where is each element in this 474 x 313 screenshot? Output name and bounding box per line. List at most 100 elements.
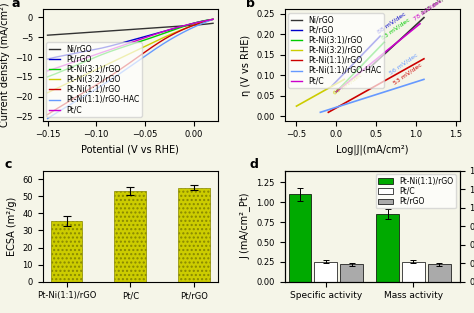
Bar <box>428 264 450 282</box>
Pt/rGO <box>329 84 335 87</box>
Pt/C <box>75 59 81 62</box>
Pt-Ni(1:1)/rGO-HAC <box>318 110 323 114</box>
Ni/rGO <box>45 33 50 37</box>
Pt-Ni(3:1)/rGO <box>196 20 202 24</box>
Pt-Ni(1:1)/rGO-HAC <box>196 23 202 27</box>
Pt/C <box>202 19 208 23</box>
Pt-Ni(1:1)/rGO <box>210 18 216 21</box>
Pt/C <box>196 20 202 24</box>
Pt-Ni(1:1)/rGO <box>202 20 208 23</box>
Line: Pt/C: Pt/C <box>47 19 213 71</box>
Pt/C <box>45 69 50 73</box>
Pt-Ni(3:2)/rGO <box>202 20 208 23</box>
Pt/rGO <box>377 34 383 38</box>
Pt/C <box>210 18 216 21</box>
Bar <box>114 191 146 282</box>
Pt/rGO <box>196 20 202 24</box>
Line: Pt-Ni(1:1)/rGO-HAC: Pt-Ni(1:1)/rGO-HAC <box>47 19 213 119</box>
Line: Pt/rGO: Pt/rGO <box>332 36 380 85</box>
Ni/rGO <box>75 31 81 35</box>
Pt-Ni(3:2)/rGO <box>89 70 94 74</box>
Text: 125 mV/dec: 125 mV/dec <box>420 0 454 16</box>
Pt-Ni(3:2)/rGO <box>196 22 202 25</box>
Pt/rGO <box>51 56 57 59</box>
X-axis label: Log|J|(mA/cm²): Log|J|(mA/cm²) <box>336 145 409 155</box>
Text: 88 mV/dec: 88 mV/dec <box>376 11 407 34</box>
Line: Pt-Ni(1:1)/rGO-HAC: Pt-Ni(1:1)/rGO-HAC <box>320 80 424 112</box>
Ni/rGO <box>55 33 60 36</box>
Legend: Ni/rGO, Pt/rGO, Pt-Ni(3:1)/rGO, Pt-Ni(3:2)/rGO, Pt-Ni(1:1)/rGO, Pt-Ni(1:1)/rGO-H: Ni/rGO, Pt/rGO, Pt-Ni(3:1)/rGO, Pt-Ni(3:… <box>288 13 384 88</box>
Pt/rGO <box>55 55 60 59</box>
Bar <box>289 194 311 282</box>
Bar <box>51 221 82 282</box>
Bar <box>376 214 399 282</box>
Y-axis label: Current density (mA/cm²): Current density (mA/cm²) <box>0 3 10 127</box>
Line: Pt-Ni(1:1)/rGO: Pt-Ni(1:1)/rGO <box>47 19 213 115</box>
Legend: Ni/rGO, Pt/rGO, Pt-Ni(3:1)/rGO, Pt-Ni(3:2)/rGO, Pt-Ni(1:1)/rGO, Pt-Ni(1:1)/rGO-H: Ni/rGO, Pt/rGO, Pt-Ni(3:1)/rGO, Pt-Ni(3:… <box>46 42 142 117</box>
Line: Ni/rGO: Ni/rGO <box>368 18 424 69</box>
Pt/rGO <box>45 57 50 61</box>
Pt/C <box>417 22 423 26</box>
Pt/C <box>333 90 339 94</box>
Pt/C <box>89 54 94 58</box>
Pt-Ni(3:2)/rGO <box>55 86 60 90</box>
Ni/rGO <box>365 67 371 71</box>
Pt/rGO <box>75 51 81 55</box>
Pt-Ni(3:2)/rGO <box>45 91 50 95</box>
Pt-Ni(1:1)/rGO <box>196 22 202 25</box>
Text: 56 mV/dec: 56 mV/dec <box>388 52 419 75</box>
Pt-Ni(1:1)/rGO <box>421 57 427 61</box>
Text: a: a <box>11 0 19 10</box>
Pt/rGO <box>210 18 216 21</box>
Ni/rGO <box>421 16 427 19</box>
Pt-Ni(3:1)/rGO <box>333 90 339 94</box>
Text: c: c <box>4 158 11 171</box>
Line: Pt-Ni(3:2)/rGO: Pt-Ni(3:2)/rGO <box>296 80 344 106</box>
Line: Pt-Ni(3:1)/rGO: Pt-Ni(3:1)/rGO <box>336 42 384 92</box>
Legend: Pt-Ni(1:1)/rGO, Pt/C, Pt/rGO: Pt-Ni(1:1)/rGO, Pt/C, Pt/rGO <box>376 174 456 208</box>
Ni/rGO <box>51 33 57 37</box>
Pt-Ni(1:1)/rGO <box>75 94 81 98</box>
Bar <box>402 262 425 282</box>
Text: 83 mV/dec: 83 mV/dec <box>380 17 410 40</box>
Pt-Ni(1:1)/rGO <box>326 110 331 114</box>
Pt-Ni(3:1)/rGO <box>45 75 50 79</box>
Pt-Ni(1:1)/rGO <box>55 106 60 110</box>
Pt/rGO <box>89 48 94 52</box>
Pt-Ni(1:1)/rGO-HAC <box>89 90 94 94</box>
Pt/C <box>55 66 60 69</box>
Line: Ni/rGO: Ni/rGO <box>47 23 213 35</box>
Pt-Ni(1:1)/rGO <box>51 109 57 112</box>
Pt-Ni(3:1)/rGO <box>89 57 94 61</box>
Pt-Ni(3:2)/rGO <box>75 76 81 80</box>
Text: d: d <box>249 158 258 171</box>
Pt-Ni(3:1)/rGO <box>51 72 57 76</box>
Bar <box>314 262 337 282</box>
Pt-Ni(3:1)/rGO <box>210 18 216 21</box>
Line: Pt-Ni(1:1)/rGO: Pt-Ni(1:1)/rGO <box>328 59 424 112</box>
Y-axis label: ECSA (m²/g): ECSA (m²/g) <box>7 197 17 256</box>
Pt-Ni(3:1)/rGO <box>202 19 208 23</box>
Pt-Ni(3:1)/rGO <box>381 40 387 44</box>
Pt-Ni(1:1)/rGO-HAC <box>421 78 427 81</box>
Line: Pt-Ni(3:2)/rGO: Pt-Ni(3:2)/rGO <box>47 19 213 93</box>
Pt-Ni(1:1)/rGO-HAC <box>210 18 216 21</box>
Ni/rGO <box>202 22 208 26</box>
Pt-Ni(1:1)/rGO <box>45 113 50 116</box>
Pt-Ni(1:1)/rGO <box>89 86 94 90</box>
Line: Pt-Ni(3:1)/rGO: Pt-Ni(3:1)/rGO <box>47 19 213 77</box>
Y-axis label: η (V vs RHE): η (V vs RHE) <box>241 34 251 95</box>
Line: Pt/rGO: Pt/rGO <box>47 19 213 59</box>
Text: 69 mV/dec: 69 mV/dec <box>332 72 363 96</box>
Line: Pt/C: Pt/C <box>336 24 420 92</box>
Pt-Ni(1:1)/rGO-HAC <box>55 110 60 114</box>
X-axis label: Potential (V vs RHE): Potential (V vs RHE) <box>82 145 179 155</box>
Pt-Ni(3:1)/rGO <box>75 62 81 66</box>
Pt-Ni(1:1)/rGO-HAC <box>202 21 208 24</box>
Pt/rGO <box>202 19 208 23</box>
Pt-Ni(3:2)/rGO <box>293 104 299 108</box>
Text: 78 mV/dec: 78 mV/dec <box>412 0 443 22</box>
Pt/C <box>51 67 57 70</box>
Ni/rGO <box>89 30 94 34</box>
Pt-Ni(3:2)/rGO <box>341 78 347 81</box>
